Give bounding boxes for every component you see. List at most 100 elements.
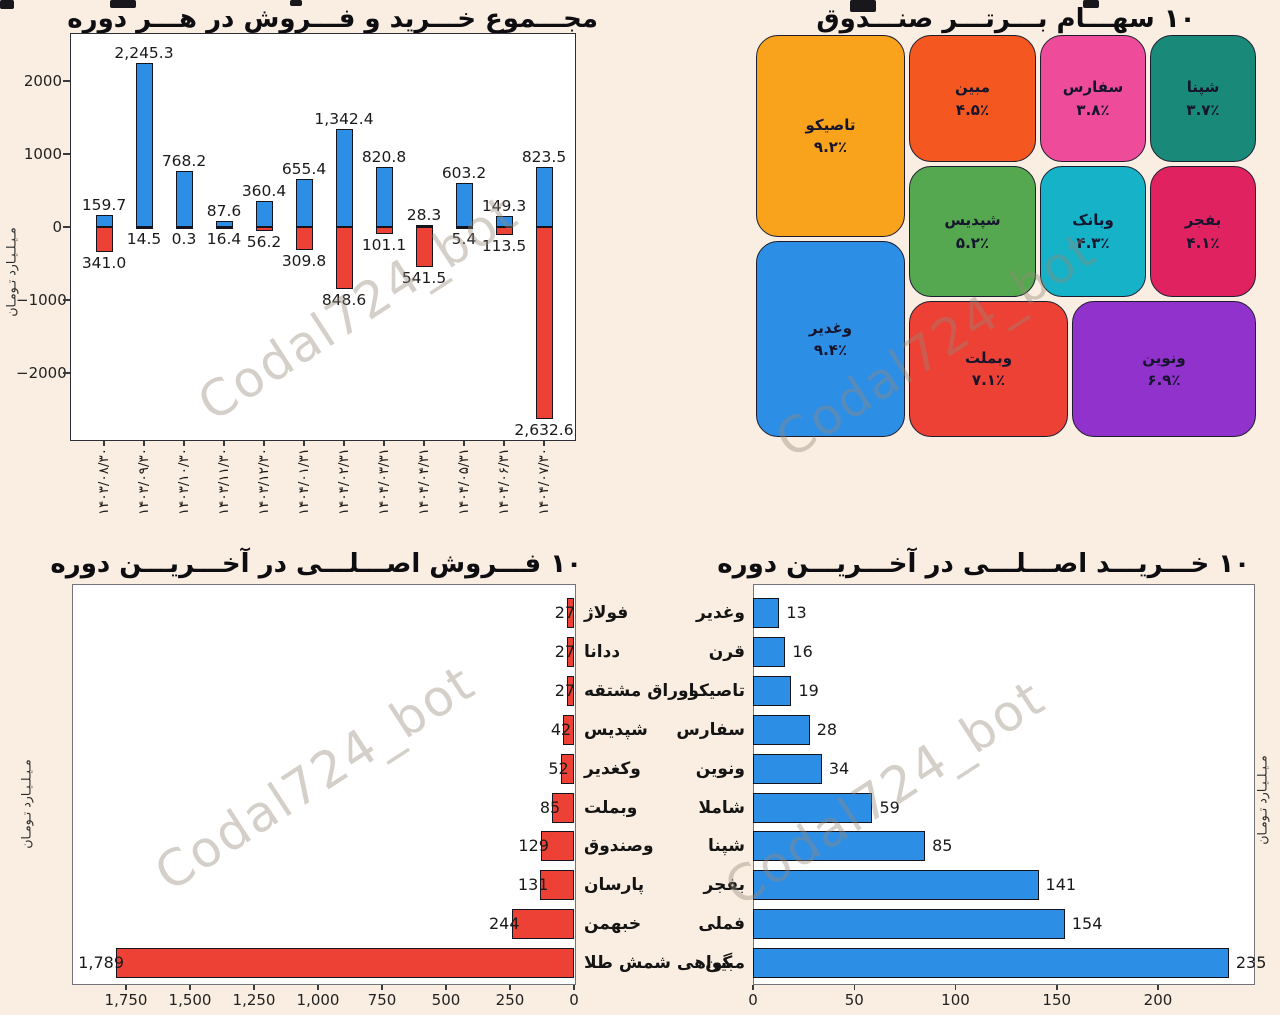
bar-value-label: 235 [1235, 953, 1267, 973]
buy-value-label: 1,342.4 [314, 110, 374, 128]
treemap-cell: وبانک ۴.۳٪ [1040, 166, 1146, 297]
category-label: شاملا [698, 797, 745, 818]
y-tick-mark [63, 299, 70, 301]
cropped-text-artifact [290, 0, 302, 6]
category-label: وبملت [584, 797, 638, 818]
x-tick-mark [253, 985, 255, 990]
x-tick-mark [383, 441, 385, 446]
buy-value-label: 149.3 [481, 197, 527, 216]
sales-chart-plot-area [72, 584, 576, 985]
treemap-cell: ونوین ۶.۹٪ [1072, 301, 1256, 437]
y-tick-label: 2000 [23, 72, 62, 90]
category-label: شپدیس [584, 719, 648, 740]
buy-value-label: 2,245.3 [114, 44, 174, 63]
h-bar [753, 948, 1229, 979]
buy-value-label: 820.8 [361, 148, 407, 167]
bar-value-label: 59 [879, 797, 900, 817]
y-tick-label: −2000 [16, 364, 67, 382]
treemap-cell-percent: ۳.۷٪ [1186, 100, 1220, 119]
x-tick-mark [143, 441, 145, 446]
x-tick-label: 250 [495, 991, 525, 1009]
category-label: پارسان [584, 875, 645, 896]
buy-bar [415, 224, 433, 227]
category-label: قرن [708, 641, 745, 662]
treemap-cell: وغدیر ۹.۴٪ [756, 241, 905, 437]
category-label: ونوین [695, 758, 745, 779]
x-tick-mark [343, 441, 345, 446]
sell-bar [175, 227, 193, 229]
category-label: ددانا [584, 641, 621, 662]
bar-value-label: 141 [1045, 875, 1077, 895]
bar-value-label: 28 [816, 719, 838, 739]
h-bar [567, 636, 574, 667]
treemap-cell: مبین ۴.۵٪ [909, 35, 1036, 162]
x-tick-mark [509, 985, 511, 990]
category-label: شپنا [708, 836, 745, 857]
buy-value-label: 28.3 [406, 205, 442, 224]
bar-value-label: 42 [550, 719, 572, 739]
sell-bar [335, 227, 353, 289]
treemap-cell: تاصیکو ۹.۲٪ [756, 35, 905, 237]
category-label: اوراق مشتقه [584, 680, 695, 701]
buy-bar [135, 63, 153, 227]
h-bar [753, 909, 1065, 940]
sell-bar [495, 227, 513, 236]
treemap-cell-name: وبملت [965, 348, 1013, 367]
sell-value-label: 5.4 [451, 229, 477, 248]
x-tick-label: 750 [367, 991, 397, 1009]
buy-value-label: 603.2 [441, 163, 487, 182]
x-tick-label: 0 [748, 991, 758, 1009]
sell-bar [535, 227, 553, 420]
sell-value-label: 0.3 [171, 229, 197, 248]
h-bar [753, 714, 810, 745]
buy-bar [535, 166, 553, 227]
x-tick-mark [503, 441, 505, 446]
x-tick-mark [543, 441, 545, 446]
sell-bar [415, 227, 433, 267]
buy-value-label: 823.5 [521, 147, 567, 166]
y-tick-label: 1000 [23, 145, 62, 163]
x-tick-mark [752, 985, 754, 990]
x-tick-mark [223, 441, 225, 446]
y-tick-mark [63, 80, 70, 82]
bar-value-label: 85 [932, 836, 953, 856]
treemap-cell-name: وغدیر [808, 318, 853, 337]
buy-bar [455, 182, 473, 227]
sell-value-label: 101.1 [361, 236, 407, 255]
x-tick-label: 1,750 [104, 991, 148, 1009]
x-tick-mark [317, 985, 319, 990]
cropped-text-artifact [1083, 0, 1099, 8]
treemap-cell: شپدیس ۵.۲٪ [909, 166, 1036, 297]
y-tick-label: 0 [52, 218, 62, 236]
sales-chart-title: ۱۰ فـــروش اصـــلـــی در آخـــریـــن دور… [50, 549, 582, 579]
category-label: گواهی شمش طلا [584, 953, 733, 974]
treemap-cell: وبملت ۷.۱٪ [909, 301, 1068, 437]
sell-value-label: 541.5 [401, 268, 447, 287]
x-tick-label: 500 [431, 991, 461, 1009]
bar-value-label: 244 [488, 914, 520, 934]
category-label: وغدیر [696, 603, 745, 623]
x-tick-mark [463, 441, 465, 446]
y-tick-label: −1000 [16, 291, 67, 309]
buy-value-label: 768.2 [161, 151, 207, 170]
x-tick-label: 50 [844, 991, 864, 1009]
treemap-cell: شپنا ۳.۷٪ [1150, 35, 1256, 162]
x-tick-label: 150 [1042, 991, 1072, 1009]
cropped-text-artifact [850, 0, 876, 12]
treemap-cell-percent: ۵.۲٪ [955, 233, 990, 252]
buy-bar [375, 167, 393, 227]
treemap-cell-percent: ۴.۱٪ [1186, 233, 1220, 252]
buy-bar [215, 220, 233, 227]
sell-value-label: 113.5 [481, 237, 527, 256]
treemap-cell-name: تاصیکو [805, 115, 856, 134]
treemap-cell-percent: ۴.۳٪ [1076, 233, 1110, 252]
x-tick-mark [189, 985, 191, 990]
bar-value-label: 34 [828, 758, 850, 778]
category-label: بفجر [703, 875, 745, 896]
cropped-text-artifact [0, 0, 14, 9]
